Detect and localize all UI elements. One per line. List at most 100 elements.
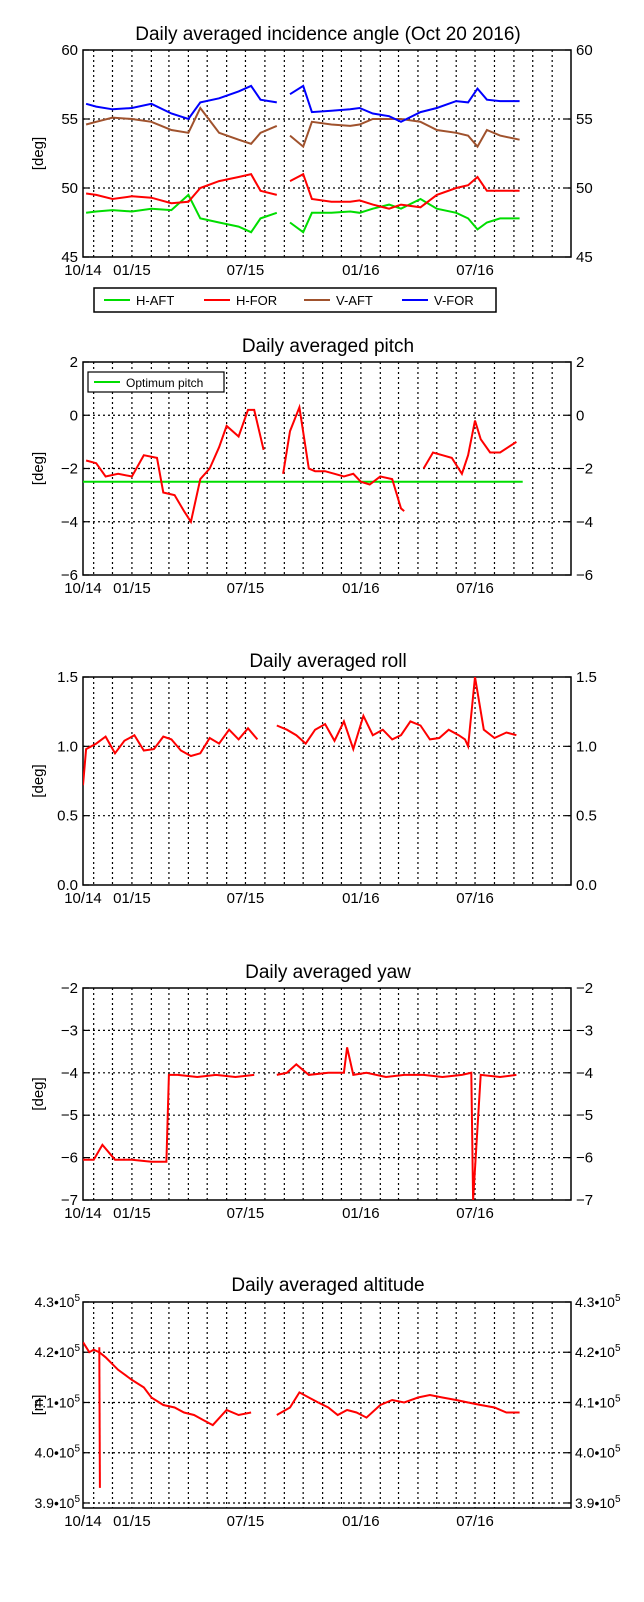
x-tick-label: 01/16 [342,580,380,597]
y-axis-label: [deg] [30,452,47,485]
series-line [98,1347,101,1488]
y-tick-label-left: 50 [61,180,78,197]
plot-frame [82,1301,572,1509]
chart-2-title: Daily averaged pitch [242,336,414,357]
plot-frame [82,676,572,886]
x-tick-label: 01/16 [342,1205,380,1222]
legend-label: H-FOR [236,293,277,308]
chart-3-title: Daily averaged roll [249,651,406,672]
y-tick-label-left: 45 [61,249,78,266]
y-tick-label-right: 60 [576,42,593,59]
y-tick-label-left: 3.9•105 [35,1494,81,1511]
y-tick-label-left: −3 [61,1022,78,1039]
legend-box [93,287,497,313]
x-tick-label: 10/14 [64,1205,102,1222]
y-tick-label-right: 0 [576,407,584,424]
x-tick-label: 07/16 [456,1205,494,1222]
y-tick-label-right: 0.0 [576,877,597,894]
x-tick-label: 07/16 [456,890,494,907]
chart-4: −7 −7 −6 −6 −5 −5 −4 −4 −3 −3 −2 −2 10/14 01/15 07/15 0… [30,980,593,1222]
plot-frame [82,361,572,576]
x-tick-label: 07/15 [227,1205,265,1222]
y-tick-label-right: 4.2•105 [575,1343,621,1360]
y-tick-label-left: 4.1•105 [35,1393,81,1410]
y-tick-label-right: 0.5 [576,808,597,825]
x-tick-label: 01/15 [113,1513,151,1530]
chart-3: 0.0 0.0 0.5 0.5 1.0 1.0 1.5 1.5 10/14 01/15 07/15 0… [30,669,597,907]
y-tick-label-right: −4 [576,1065,593,1082]
y-tick-label-left: 4.3•105 [35,1293,81,1310]
y-tick-label-right: 2 [576,354,584,371]
legend-label: V-FOR [434,293,474,308]
y-axis-label: [deg] [30,1077,47,1110]
y-tick-label-left: −6 [61,567,78,584]
chart-5-title: Daily averaged altitude [231,1275,424,1296]
legend-label: H-AFT [136,293,174,308]
x-tick-label: 01/16 [342,890,380,907]
y-tick-label-left: −5 [61,1107,78,1124]
x-tick-label: 07/15 [227,1513,265,1530]
series-line [85,403,517,525]
legend: Optimum pitch [87,371,225,393]
y-axis-label: [deg] [30,764,47,797]
y-tick-label-left: 60 [61,42,78,59]
series-line [83,1341,520,1427]
chart-1: 45 45 50 50 55 55 60 60 10/14 01/15 07/15 01/16 07/1… [30,42,593,313]
y-tick-label-left: 0 [70,407,78,424]
x-tick-label: 07/15 [227,262,265,279]
y-tick-label-right: −7 [576,1192,593,1209]
chart-4-title: Daily averaged yaw [245,962,411,983]
y-tick-label-right: 4.0•105 [575,1444,621,1461]
y-tick-label-left: 55 [61,111,78,128]
x-tick-label: 01/16 [342,1513,380,1530]
y-tick-label-left: 1.5 [57,669,78,686]
x-tick-label: 10/14 [64,580,102,597]
y-tick-label-left: −2 [61,461,78,478]
chart-2: −6 −6 −4 −4 −2 −2 0 0 2 2 10/14 01/15 07/15 01/16 07/1… [30,354,593,597]
series-line-v-aft [85,106,520,149]
plot-frame [82,49,572,258]
y-tick-label-right: −6 [576,1150,593,1167]
y-tick-label-left: −4 [61,514,78,531]
legend-label: Optimum pitch [126,376,203,390]
x-tick-label: 10/14 [64,1513,102,1530]
x-tick-label: 10/14 [64,262,102,279]
y-tick-label-left: −6 [61,1150,78,1167]
x-tick-label: 07/16 [456,262,494,279]
legend-label: V-AFT [336,293,373,308]
series-line-h-for [85,172,520,210]
x-tick-label: 10/14 [64,890,102,907]
x-tick-label: 01/15 [113,1205,151,1222]
y-tick-label-right: 45 [576,249,593,266]
x-tick-label: 07/15 [227,890,265,907]
x-tick-label: 07/16 [456,1513,494,1530]
y-axis-label: [m] [30,1395,47,1416]
series-line [83,677,517,786]
x-tick-label: 01/16 [342,262,380,279]
y-tick-label-right: −3 [576,1022,593,1039]
y-tick-label-right: −6 [576,567,593,584]
x-tick-label: 07/15 [227,580,265,597]
chart-5: 3.9•105 3.9•105 4.0•105 4.0•105 4.1•105 4.1•1… [30,1293,621,1530]
chart-1-title: Daily averaged incidence angle (Oct 20 2… [135,24,521,45]
y-tick-label-left: 4.2•105 [35,1343,81,1360]
y-tick-label-left: 0.0 [57,877,78,894]
y-tick-label-right: 50 [576,180,593,197]
series-line-v-for [85,84,520,123]
y-tick-label-left: 4.0•105 [35,1444,81,1461]
y-tick-label-right: 1.0 [576,738,597,755]
y-tick-label-left: −4 [61,1065,78,1082]
y-tick-label-right: 4.3•105 [575,1293,621,1310]
y-tick-label-right: −5 [576,1107,593,1124]
series-line-h-aft [85,193,520,234]
y-tick-label-left: −7 [61,1192,78,1209]
plot-frame [82,987,572,1201]
legend-box [87,371,225,393]
y-tick-label-right: 55 [576,111,593,128]
y-tick-label-right: 1.5 [576,669,597,686]
x-tick-label: 07/16 [456,580,494,597]
y-tick-label-left: −2 [61,980,78,997]
y-axis-label: [deg] [30,137,47,170]
x-tick-label: 01/15 [113,890,151,907]
